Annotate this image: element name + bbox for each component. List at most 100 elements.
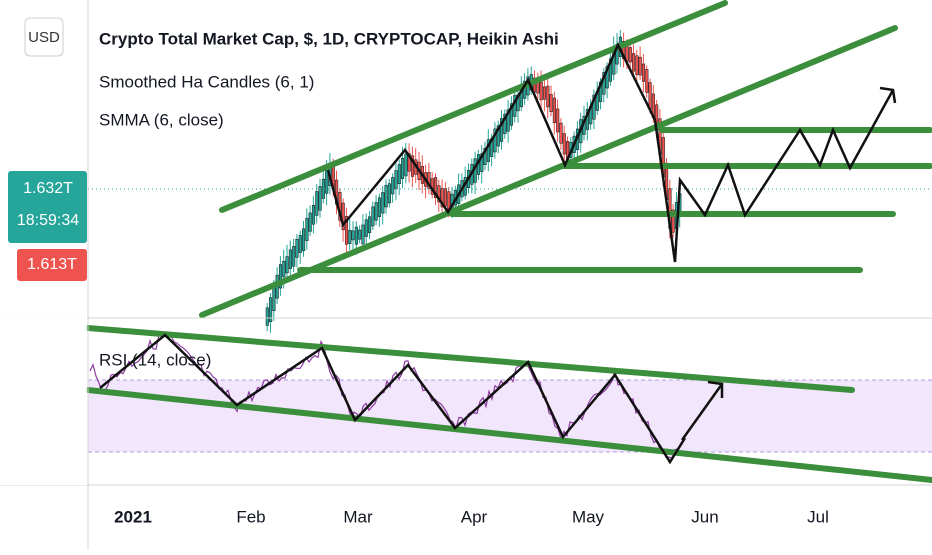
countdown: 18:59:34 [17,212,79,229]
candle-body [503,113,507,134]
candle-body [282,260,286,278]
time-axis: 2021 Feb Mar Apr May Jun Jul [114,507,829,526]
candle-body [305,218,309,241]
candle-body [377,197,382,217]
candle-body [364,219,368,237]
candle-body [344,216,349,245]
candle-body [308,212,312,232]
candle-body [486,139,490,162]
last-price-box [8,171,87,243]
chart-title: Crypto Total Market Cap, $, 1D, CRYPTOCA… [99,29,559,48]
candle-body [311,204,316,225]
candle-body [278,264,283,289]
rsi-arrow-head [707,380,724,398]
candle-body [539,81,543,101]
candle-body [368,216,372,234]
time-label: 2021 [114,507,152,526]
time-label: Jul [807,507,829,526]
candle-body [638,56,642,76]
candle-body [500,118,504,142]
time-label: Mar [343,507,373,526]
candle-body [562,133,566,155]
candle-body [645,69,649,93]
candle-body [295,238,299,258]
candle-body [648,82,652,110]
candle-body [401,157,405,179]
time-label: Apr [461,507,488,526]
time-label: May [572,507,605,526]
candle-body [552,97,556,123]
candle-body [628,47,632,63]
candle-body [559,122,563,144]
candle-body [361,224,365,245]
candle-body [493,128,497,153]
indicator-label: SMMA (6, close) [99,110,224,129]
candle-body [608,58,613,82]
candle-body [298,235,302,253]
currency[interactable]: USD [28,29,60,46]
candle-body [632,53,636,72]
candle-body [635,55,639,75]
trendline [85,387,932,483]
candle-body [549,94,553,112]
candle-body [288,249,292,269]
candle-body [374,202,378,221]
candle-body [325,170,329,194]
candle-body [292,246,296,267]
candle-body [437,185,441,203]
candle-body [496,125,500,147]
candle-body [354,226,358,245]
candle-body [371,206,375,227]
last-price: 1.632T [23,180,73,197]
candle-body [397,164,401,184]
candle-body [391,177,395,195]
candle-body [407,153,411,172]
rsi-projection [99,333,687,465]
rsi-trendlines [85,325,932,483]
candle-body [265,307,269,326]
rsi-band [88,380,932,452]
candle-body [542,86,547,100]
candle-body [434,177,438,198]
candle-body [384,185,388,208]
candle-body [394,170,398,190]
indicator-label: Smoothed Ha Candles (6, 1) [99,72,314,91]
candle-body [592,94,596,120]
candle-body [671,209,675,233]
trendline [219,0,728,213]
candle-body [602,72,606,95]
trendline [85,325,855,393]
candle-body [302,228,306,252]
candle-body [556,108,560,133]
candle-body [404,153,408,177]
projection-path [326,42,895,263]
candle-body [546,85,550,108]
smma-price: 1.613T [27,256,77,273]
rsi-arrow [680,383,724,441]
time-label: Feb [236,507,265,526]
currency-button[interactable] [24,17,64,57]
candle-body [269,297,273,323]
candle-body [641,63,646,82]
candle-body [443,188,448,207]
candle-body [315,191,319,216]
candle-body [272,285,276,311]
trendlines [199,0,932,318]
candle-body [285,256,289,274]
candle-body [358,229,362,240]
smma-box [17,249,87,281]
candle-body [410,155,415,177]
candle-body [509,103,514,126]
candle-body [381,192,385,214]
candle-body [387,183,391,204]
rsi-title: RSI (14, close) [99,350,211,369]
candle-body [318,186,322,211]
candle-body [348,229,352,245]
time-label: Jun [691,507,718,526]
candle-body [480,153,484,172]
candle-body [440,188,444,208]
candle-body [506,109,510,132]
candle-body [483,147,487,165]
